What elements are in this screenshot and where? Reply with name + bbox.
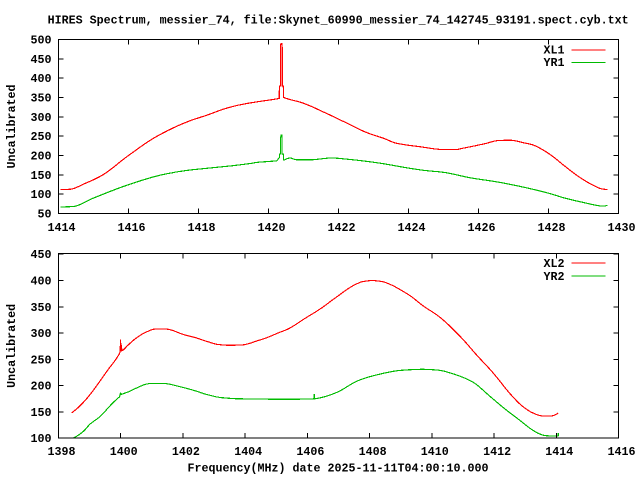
svg-text:XL2: XL2 xyxy=(544,257,565,271)
svg-text:1418: 1418 xyxy=(188,221,216,235)
svg-text:350: 350 xyxy=(31,92,52,106)
svg-text:1410: 1410 xyxy=(421,445,449,459)
svg-text:HIRES Spectrum, messier_74, fi: HIRES Spectrum, messier_74, file:Skynet_… xyxy=(48,13,629,27)
svg-text:YR2: YR2 xyxy=(544,270,565,284)
svg-text:1428: 1428 xyxy=(538,221,566,235)
svg-text:1398: 1398 xyxy=(48,445,76,459)
svg-text:100: 100 xyxy=(31,432,52,446)
svg-text:250: 250 xyxy=(31,353,52,367)
svg-text:1426: 1426 xyxy=(468,221,496,235)
svg-text:350: 350 xyxy=(31,301,52,315)
svg-text:1412: 1412 xyxy=(483,445,511,459)
svg-text:1404: 1404 xyxy=(234,445,262,459)
svg-text:1414: 1414 xyxy=(545,445,573,459)
svg-text:150: 150 xyxy=(31,169,52,183)
svg-text:300: 300 xyxy=(31,327,52,341)
svg-text:450: 450 xyxy=(31,53,52,67)
svg-text:400: 400 xyxy=(31,275,52,289)
svg-text:100: 100 xyxy=(31,188,52,202)
svg-text:1422: 1422 xyxy=(328,221,356,235)
svg-text:1420: 1420 xyxy=(258,221,286,235)
svg-text:1406: 1406 xyxy=(296,445,324,459)
svg-text:1430: 1430 xyxy=(608,221,636,235)
svg-text:1402: 1402 xyxy=(172,445,200,459)
svg-text:1400: 1400 xyxy=(110,445,138,459)
svg-text:Frequency(MHz) date 2025-11-11: Frequency(MHz) date 2025-11-11T04:00:10.… xyxy=(188,461,489,475)
svg-text:XL1: XL1 xyxy=(544,44,565,58)
svg-text:1416: 1416 xyxy=(118,221,146,235)
svg-text:50: 50 xyxy=(38,208,52,222)
svg-text:400: 400 xyxy=(31,72,52,86)
svg-text:1408: 1408 xyxy=(359,445,387,459)
svg-text:1414: 1414 xyxy=(48,221,76,235)
svg-text:200: 200 xyxy=(31,380,52,394)
svg-text:250: 250 xyxy=(31,130,52,144)
svg-text:300: 300 xyxy=(31,111,52,125)
svg-text:YR1: YR1 xyxy=(544,56,565,70)
svg-text:Uncalibrated: Uncalibrated xyxy=(5,84,19,168)
svg-text:450: 450 xyxy=(31,248,52,262)
svg-text:150: 150 xyxy=(31,406,52,420)
svg-text:1416: 1416 xyxy=(608,445,636,459)
svg-text:200: 200 xyxy=(31,150,52,164)
svg-text:500: 500 xyxy=(31,34,52,48)
svg-text:Uncalibrated: Uncalibrated xyxy=(5,304,19,388)
svg-text:1424: 1424 xyxy=(398,221,426,235)
